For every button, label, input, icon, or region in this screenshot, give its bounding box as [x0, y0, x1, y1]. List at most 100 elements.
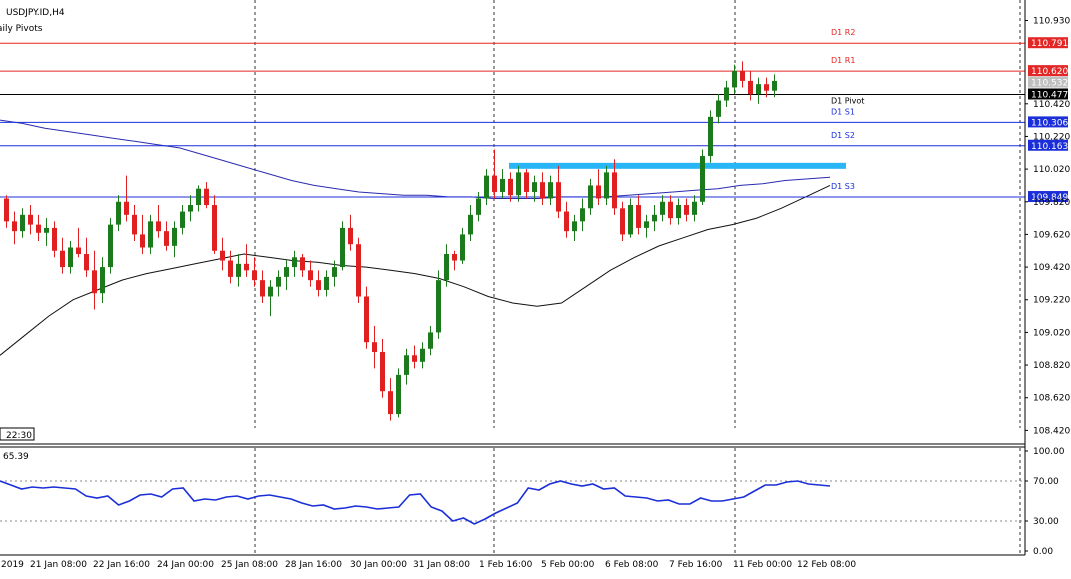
candle-body	[140, 234, 145, 248]
candle	[652, 205, 657, 232]
rsi-tick-label: 100.00	[1033, 447, 1065, 457]
candle	[116, 195, 121, 232]
candle	[60, 237, 65, 274]
candle	[284, 260, 289, 290]
candle	[372, 325, 377, 369]
candle-body	[164, 231, 169, 246]
chart-title: USDJPY.ID,H4	[6, 8, 65, 18]
candle	[364, 286, 369, 349]
candle	[348, 214, 353, 251]
candle-body	[556, 182, 561, 212]
candle	[692, 195, 697, 222]
candle	[316, 270, 321, 297]
candle	[300, 254, 305, 277]
candle	[212, 195, 217, 255]
time-tick-label: 7 Feb 16:00	[669, 560, 723, 570]
price-tick-label: 109.020	[1033, 328, 1070, 338]
candle-body	[60, 250, 65, 268]
candle	[764, 77, 769, 98]
pivot-name: D1 S3	[831, 182, 855, 191]
candle-body	[132, 214, 137, 235]
candle	[596, 169, 601, 206]
candle	[580, 198, 585, 232]
candle-body	[644, 221, 649, 228]
candle	[676, 198, 681, 225]
candle	[508, 172, 513, 202]
candle	[444, 244, 449, 287]
candle-body	[724, 87, 729, 101]
candle	[68, 240, 73, 274]
pivot-price-label: 110.477	[1031, 90, 1068, 100]
candle-body	[300, 257, 305, 271]
candle-body	[636, 205, 641, 228]
candle-body	[692, 201, 697, 215]
candle	[84, 237, 89, 277]
candle	[548, 175, 553, 206]
candle	[36, 214, 41, 241]
candle	[12, 211, 17, 245]
candle	[164, 221, 169, 251]
candle	[252, 257, 257, 287]
price-tick-label: 108.420	[1033, 426, 1070, 436]
candle	[132, 205, 137, 241]
candle	[108, 218, 113, 274]
candle	[52, 221, 57, 258]
price-tick-label: 109.420	[1033, 263, 1070, 273]
candle-body	[308, 270, 313, 281]
candle-body	[604, 172, 609, 199]
candle-body	[460, 234, 465, 261]
candle-body	[444, 254, 449, 281]
candle	[4, 195, 9, 228]
candle-body	[148, 221, 153, 248]
candle-body	[108, 224, 113, 268]
candle	[668, 195, 673, 225]
pivot-name: D1 Pivot	[831, 96, 864, 105]
candle	[732, 64, 737, 94]
candle	[612, 159, 617, 215]
candle-body	[516, 172, 521, 196]
current-price-badge	[1028, 76, 1068, 88]
candle	[156, 205, 161, 238]
candle	[276, 270, 281, 297]
candle-body	[156, 221, 161, 232]
candle	[620, 201, 625, 241]
candle-body	[588, 185, 593, 209]
rsi-value-label: 65.39	[3, 452, 29, 462]
candles	[4, 61, 777, 421]
time-tick-label: 11 Feb 00:00	[733, 560, 792, 570]
candle-body	[316, 280, 321, 290]
candle-body	[548, 182, 553, 199]
candle	[196, 185, 201, 212]
pivot-price-badge	[1028, 88, 1068, 100]
candle	[220, 237, 225, 271]
candle-body	[380, 351, 385, 392]
time-tick-label: 31 Jan 08:00	[413, 560, 470, 570]
rsi-tick-label: 30.00	[1033, 517, 1059, 527]
pivot-price-label: 110.163	[1031, 142, 1068, 152]
time-tick-label: 12 Feb 08:00	[797, 560, 856, 570]
candle	[748, 71, 753, 101]
candle	[540, 172, 545, 206]
pivot-price-label: 109.849	[1031, 193, 1068, 203]
price-tick-label: 108.820	[1033, 361, 1070, 371]
candle	[388, 378, 393, 421]
candle-body	[700, 156, 705, 202]
candle	[44, 218, 49, 246]
candle	[76, 227, 81, 258]
candle-body	[260, 280, 265, 297]
candle-body	[572, 221, 577, 232]
candle-body	[4, 198, 9, 222]
candle-body	[20, 214, 25, 232]
candle-body	[404, 355, 409, 375]
candle-body	[772, 80, 777, 91]
candle	[308, 260, 313, 287]
resistance-zone-bar	[509, 162, 846, 169]
candle-body	[220, 250, 225, 261]
candle	[716, 93, 721, 124]
pivot-price-badge	[1028, 65, 1068, 77]
candle-body	[748, 80, 753, 94]
candle	[556, 165, 561, 219]
price-tick-label: 110.930	[1033, 17, 1070, 27]
candle-body	[268, 286, 273, 297]
candle-body	[652, 214, 657, 222]
